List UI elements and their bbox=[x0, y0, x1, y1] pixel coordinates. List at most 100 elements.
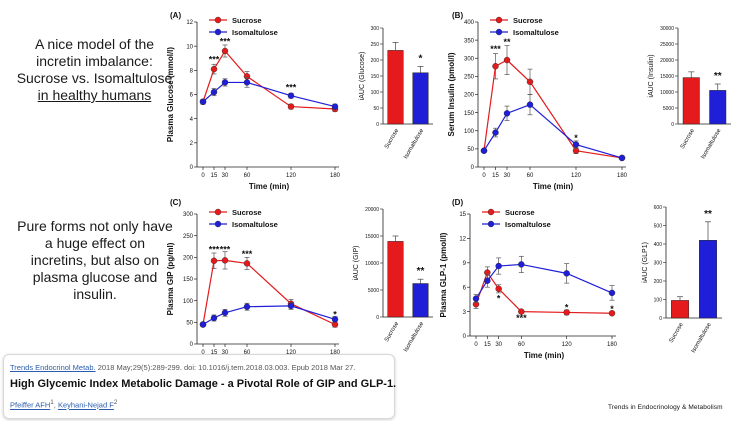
data-point bbox=[221, 309, 229, 316]
significance-label: *** bbox=[242, 249, 253, 259]
bar bbox=[412, 72, 429, 125]
x-tick-label: 60 bbox=[518, 342, 525, 348]
y-tick-label: 0 bbox=[190, 165, 194, 171]
category-label: Isomaltulose bbox=[403, 127, 425, 160]
data-point bbox=[492, 63, 499, 70]
y-tick-label: 150 bbox=[371, 74, 380, 80]
summary-text: Pure forms not only have a huge effect o… bbox=[6, 218, 184, 303]
x-tick-label: 0 bbox=[201, 173, 205, 179]
category-label: Sucrose bbox=[384, 320, 401, 343]
x-tick-label: 30 bbox=[495, 342, 502, 348]
y-tick-label: 10 bbox=[186, 44, 193, 50]
article-title: High Glycemic Index Metabolic Damage - a… bbox=[10, 378, 397, 390]
panel-label: (A) bbox=[170, 11, 181, 20]
y-tick-label: 10000 bbox=[365, 261, 379, 267]
y-tick-label: 15 bbox=[459, 212, 466, 218]
y-tick-label: 0 bbox=[190, 342, 194, 348]
legend-label: Isomaltulose bbox=[232, 220, 278, 229]
category-label: Isomaltulose bbox=[403, 320, 425, 353]
legend-label: Sucrose bbox=[232, 16, 262, 25]
intro-line-underlined: in healthy humans bbox=[37, 87, 152, 103]
y-tick-label: 50 bbox=[467, 147, 474, 153]
data-point bbox=[210, 65, 218, 73]
bar bbox=[412, 283, 429, 318]
y-tick-label: 200 bbox=[183, 256, 194, 262]
series-line bbox=[483, 59, 623, 159]
x-tick-label: 120 bbox=[286, 350, 297, 356]
y-tick-label: 250 bbox=[464, 75, 475, 81]
citation-reference: Trends Endocrinol Metab. 2018 May;29(5):… bbox=[10, 363, 355, 372]
legend-swatch-marker bbox=[495, 16, 503, 24]
data-point bbox=[608, 310, 616, 317]
journal-link[interactable]: Trends Endocrinol Metab. bbox=[10, 363, 96, 372]
legend-swatch-marker bbox=[495, 28, 503, 36]
x-tick-label: 60 bbox=[527, 173, 534, 179]
intro-text: A nice model of the incretin imbalance: … bbox=[12, 36, 177, 104]
x-tick-label: 0 bbox=[482, 173, 486, 179]
data-point bbox=[503, 110, 511, 117]
category-label: Sucrose bbox=[384, 127, 401, 150]
x-tick-label: 15 bbox=[492, 173, 499, 179]
bar bbox=[699, 240, 717, 319]
data-point bbox=[331, 316, 339, 323]
y-tick-label: 200 bbox=[654, 279, 663, 285]
x-tick-label: 120 bbox=[571, 173, 582, 179]
significance-label: * bbox=[333, 310, 337, 320]
data-point bbox=[563, 270, 570, 277]
panel-label: (C) bbox=[170, 198, 181, 207]
data-point bbox=[526, 101, 534, 108]
y-tick-label: 50 bbox=[186, 321, 193, 327]
author-separator: , bbox=[53, 400, 58, 410]
y-tick-label: 300 bbox=[464, 56, 475, 62]
significance-label: *** bbox=[209, 245, 220, 255]
significance-label: ** bbox=[503, 37, 511, 47]
category-label: Isomaltulose bbox=[691, 321, 713, 354]
intro-line: A nice model of the bbox=[34, 36, 155, 52]
y-tick-label: 600 bbox=[654, 205, 663, 211]
author-link[interactable]: Keyhani-Nejad F bbox=[57, 400, 114, 410]
bar bbox=[387, 241, 404, 318]
y-tick-label: 0 bbox=[376, 315, 379, 321]
legend-swatch-marker bbox=[487, 208, 495, 216]
series-line bbox=[202, 49, 336, 110]
category-label: Sucrose bbox=[669, 321, 686, 344]
significance-label: *** bbox=[516, 313, 527, 323]
x-axis-label: Time (min) bbox=[533, 182, 574, 191]
x-tick-label: 30 bbox=[222, 173, 229, 179]
summary-line: incretins, but also on bbox=[30, 252, 160, 268]
y-tick-label: 0 bbox=[671, 122, 674, 128]
y-tick-label: 10000 bbox=[660, 90, 674, 96]
y-tick-label: 4 bbox=[190, 117, 194, 123]
legend-label: Isomaltulose bbox=[232, 28, 278, 37]
y-tick-label: 300 bbox=[654, 261, 663, 267]
significance-label: *** bbox=[220, 245, 231, 255]
summary-line: plasma glucose and bbox=[32, 269, 158, 285]
significance-label: ** bbox=[704, 209, 712, 220]
x-tick-label: 60 bbox=[244, 173, 251, 179]
data-point bbox=[210, 314, 218, 322]
legend-swatch-marker bbox=[214, 28, 222, 36]
data-point bbox=[572, 141, 580, 148]
data-point bbox=[484, 277, 491, 284]
x-tick-label: 180 bbox=[607, 342, 618, 348]
y-axis-label: Plasma Glucose (mmol/l) bbox=[166, 47, 175, 142]
y-tick-label: 350 bbox=[464, 38, 475, 44]
author-affiliation: 1 bbox=[50, 399, 54, 406]
y-tick-label: 5000 bbox=[368, 288, 379, 294]
author-link[interactable]: Pfeiffer AFH bbox=[10, 400, 51, 410]
citation-card: Trends Endocrinol Metab. 2018 May;29(5):… bbox=[3, 354, 397, 419]
summary-line: Pure forms not only have bbox=[17, 218, 173, 234]
x-axis-label: Time (min) bbox=[524, 351, 565, 360]
intro-line: Sucrose vs. Isomaltulose bbox=[16, 70, 173, 86]
significance-label: * bbox=[419, 53, 423, 64]
significance-label: *** bbox=[209, 54, 220, 64]
data-point bbox=[287, 92, 295, 99]
significance-label: *** bbox=[220, 36, 231, 46]
series-line bbox=[475, 263, 613, 299]
y-tick-label: 2 bbox=[190, 141, 194, 147]
reference-text: 2018 May;29(5):289-299. doi: 10.1016/j.t… bbox=[95, 363, 356, 372]
x-tick-label: 0 bbox=[474, 342, 478, 348]
x-tick-label: 30 bbox=[504, 173, 511, 179]
data-point bbox=[243, 260, 251, 267]
y-axis-label: iAUC (GIP) bbox=[353, 246, 360, 281]
